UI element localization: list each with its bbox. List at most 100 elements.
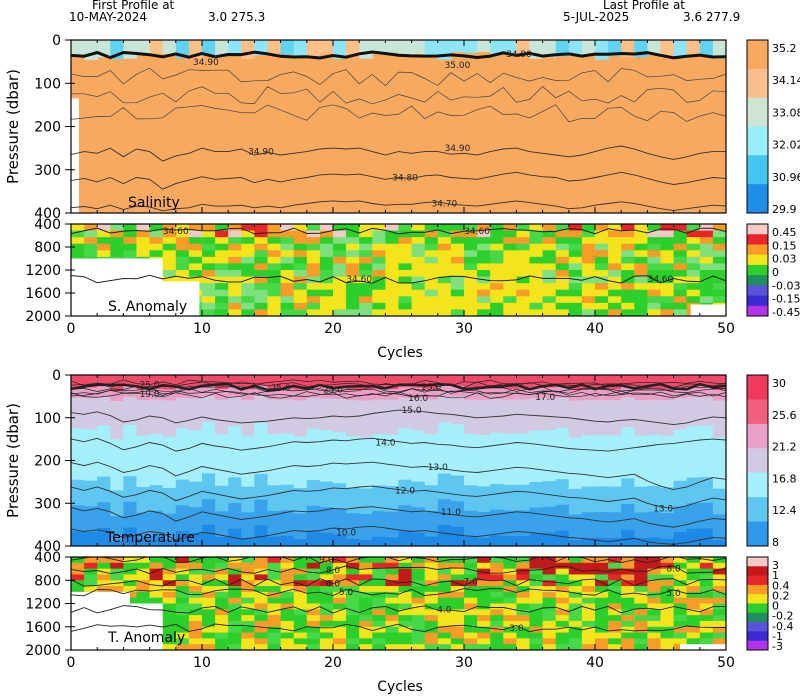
anomaly-cell	[136, 243, 151, 251]
anomaly-cell	[175, 237, 190, 245]
anomaly-cell	[293, 263, 308, 271]
anomaly-cell	[228, 597, 242, 605]
surface-cell	[699, 40, 714, 57]
anomaly-cell	[477, 591, 491, 599]
anomaly-cell	[162, 230, 177, 238]
anomaly-cell	[608, 580, 622, 587]
temperature-cell	[686, 386, 701, 398]
anomaly-cell	[346, 574, 360, 581]
anomaly-cell	[162, 586, 177, 593]
anomaly-cell	[215, 603, 229, 610]
anomaly-cell	[175, 270, 190, 278]
anomaly-cell	[411, 243, 426, 251]
anomaly-cell	[267, 296, 282, 304]
anomaly-cell	[542, 237, 557, 245]
anomaly-cell	[450, 632, 465, 639]
anomaly-cell	[346, 620, 360, 628]
anomaly-cell	[686, 597, 701, 605]
temperature-cell	[97, 425, 111, 478]
temperature-cell	[215, 511, 229, 538]
anomaly-cell	[699, 609, 714, 616]
surface-cell	[555, 40, 570, 57]
anomaly-cell	[293, 270, 308, 278]
anomaly-cell	[241, 250, 255, 258]
colorbar-frame	[746, 556, 769, 651]
anomaly-cell	[228, 609, 242, 616]
anomaly-cell	[555, 237, 570, 245]
temperature-cell	[215, 537, 229, 546]
anomaly-cell	[280, 256, 295, 265]
anomaly-cell	[634, 632, 648, 639]
anomaly-cell	[333, 230, 347, 238]
anomaly-cell	[162, 609, 177, 616]
anomaly-cell	[634, 276, 648, 284]
surface-cell	[464, 40, 478, 54]
anomaly-cell	[398, 562, 413, 570]
colorbar-label: 0.45	[772, 226, 797, 239]
anomaly-cell	[712, 283, 726, 291]
anomaly-cell	[110, 568, 124, 576]
temperature-cell	[175, 479, 190, 506]
anomaly-cell	[673, 562, 688, 570]
anomaly-cell	[529, 597, 544, 605]
anomaly-cell	[424, 615, 439, 622]
anomaly-cell	[660, 237, 675, 245]
anomaly-cell	[686, 289, 701, 297]
anomaly-cell	[673, 586, 688, 593]
anomaly-cell	[175, 562, 190, 570]
anomaly-cell	[175, 230, 190, 238]
anomaly-cell	[424, 580, 439, 587]
anomaly-cell	[647, 603, 662, 610]
temperature-cell	[333, 534, 347, 546]
anomaly-cell	[686, 591, 701, 599]
surface-cell	[293, 40, 308, 57]
anomaly-cell	[542, 230, 557, 238]
anomaly-cell	[215, 283, 229, 291]
anomaly-cell	[673, 256, 688, 265]
contour-label: 7.0	[463, 577, 478, 587]
anomaly-cell	[215, 557, 229, 564]
anomaly-cell	[529, 224, 544, 232]
temperature-cell	[581, 399, 596, 436]
colorbar-label: -0.15	[772, 293, 800, 306]
surface-cell	[568, 40, 583, 57]
anomaly-cell	[516, 224, 531, 232]
temperature-cell	[110, 516, 124, 543]
anomaly-cell	[568, 603, 583, 610]
anomaly-cell	[581, 270, 596, 278]
anomaly-cell	[254, 580, 269, 587]
anomaly-cell	[372, 638, 386, 645]
anomaly-cell	[385, 586, 400, 593]
anomaly-cell	[424, 289, 439, 297]
anomaly-cell	[450, 270, 465, 278]
anomaly-cell	[699, 557, 714, 564]
anomaly-cell	[359, 632, 373, 639]
temperature-cell	[464, 433, 478, 486]
anomaly-cell	[529, 562, 544, 570]
anomaly-cell	[359, 644, 373, 650]
anomaly-cell	[503, 289, 517, 297]
anomaly-cell	[149, 591, 164, 599]
anomaly-cell	[608, 591, 622, 599]
anomaly-cell	[529, 289, 544, 297]
x-axis-label: Cycles	[377, 345, 423, 361]
anomaly-cell	[686, 580, 701, 587]
temperature-cell	[306, 505, 321, 533]
temperature-cell	[437, 499, 452, 526]
anomaly-cell	[215, 615, 229, 622]
temperature-cell	[97, 396, 111, 426]
colorbar-label: 0	[772, 600, 779, 613]
temperature-cell	[490, 509, 504, 536]
temperature-cell	[424, 399, 439, 435]
anomaly-cell	[306, 283, 321, 291]
anomaly-cell	[319, 603, 334, 610]
anomaly-cell	[477, 270, 491, 278]
anomaly-cell	[608, 263, 622, 271]
temperature-cell	[503, 399, 517, 435]
anomaly-cell	[293, 557, 308, 564]
anomaly-cell	[621, 644, 635, 650]
anomaly-cell	[319, 638, 334, 645]
temperature-cell	[254, 396, 269, 424]
anomaly-cell	[202, 224, 216, 232]
anomaly-cell	[555, 224, 570, 232]
